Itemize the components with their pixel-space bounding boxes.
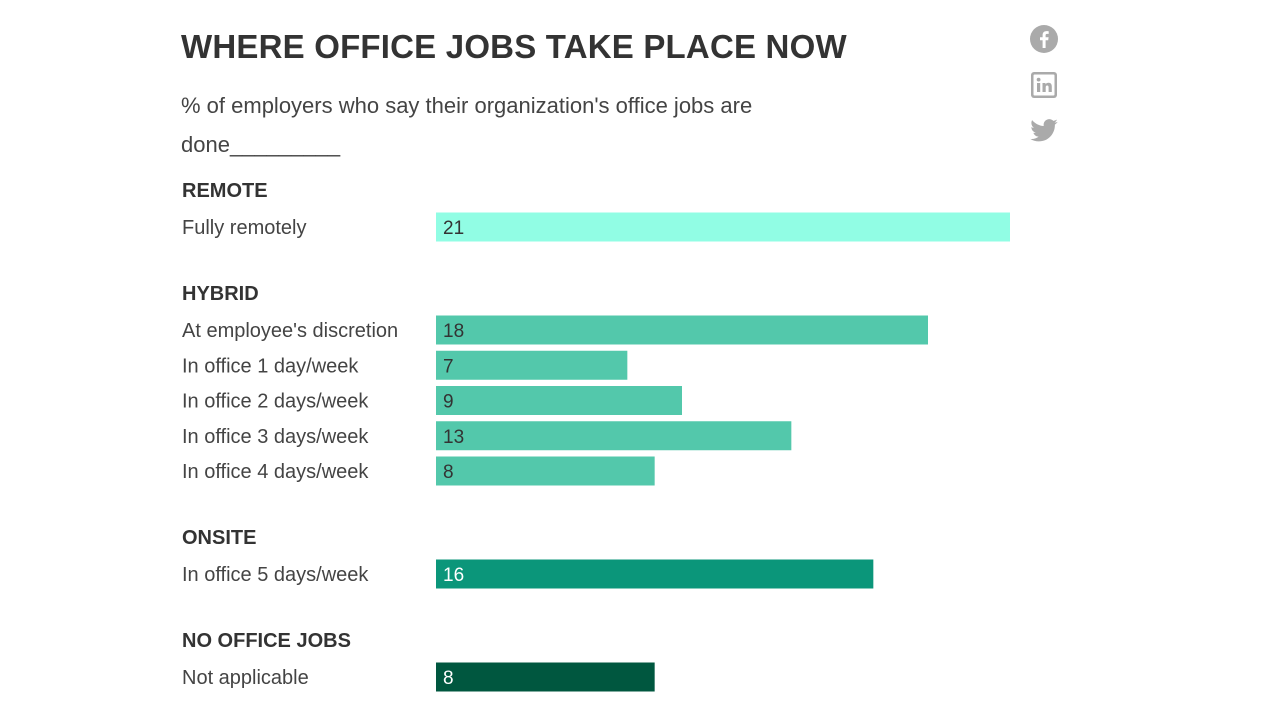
bar	[436, 212, 1010, 242]
value-label: 8	[443, 668, 454, 689]
linkedin-icon	[1031, 72, 1057, 98]
bar	[436, 315, 928, 345]
bar	[436, 421, 792, 451]
group-label: NO OFFICE JOBS	[182, 630, 351, 652]
group-label: HYBRID	[182, 283, 259, 305]
group-label: REMOTE	[182, 180, 268, 202]
group-label: ONSITE	[182, 527, 256, 549]
value-label: 13	[443, 427, 464, 448]
bar	[436, 386, 682, 415]
category-label: In office 4 days/week	[182, 461, 369, 483]
twitter-share-button[interactable]	[1029, 116, 1059, 146]
bar	[436, 559, 874, 589]
twitter-icon	[1030, 119, 1058, 142]
category-label: Fully remotely	[182, 217, 306, 239]
category-label: At employee's discretion	[182, 320, 398, 342]
facebook-share-button[interactable]	[1029, 24, 1059, 54]
facebook-icon	[1030, 25, 1058, 53]
bar	[436, 350, 628, 380]
value-label: 9	[443, 392, 454, 413]
bar	[436, 456, 655, 486]
category-label: In office 3 days/week	[182, 426, 369, 448]
share-bar	[1029, 24, 1059, 162]
category-label: Not applicable	[182, 667, 309, 689]
value-label: 16	[443, 565, 464, 586]
value-label: 8	[443, 462, 454, 483]
value-label: 21	[443, 218, 464, 239]
chart-subtitle: % of employers who say their organizatio…	[181, 93, 753, 157]
chart-title: WHERE OFFICE JOBS TAKE PLACE NOW	[181, 28, 847, 65]
bar	[436, 662, 655, 692]
value-label: 18	[443, 321, 464, 342]
category-label: In office 1 day/week	[182, 355, 359, 377]
value-label: 7	[443, 356, 454, 377]
category-label: In office 5 days/week	[182, 564, 369, 586]
category-label: In office 2 days/week	[182, 391, 369, 413]
linkedin-share-button[interactable]	[1029, 70, 1059, 100]
